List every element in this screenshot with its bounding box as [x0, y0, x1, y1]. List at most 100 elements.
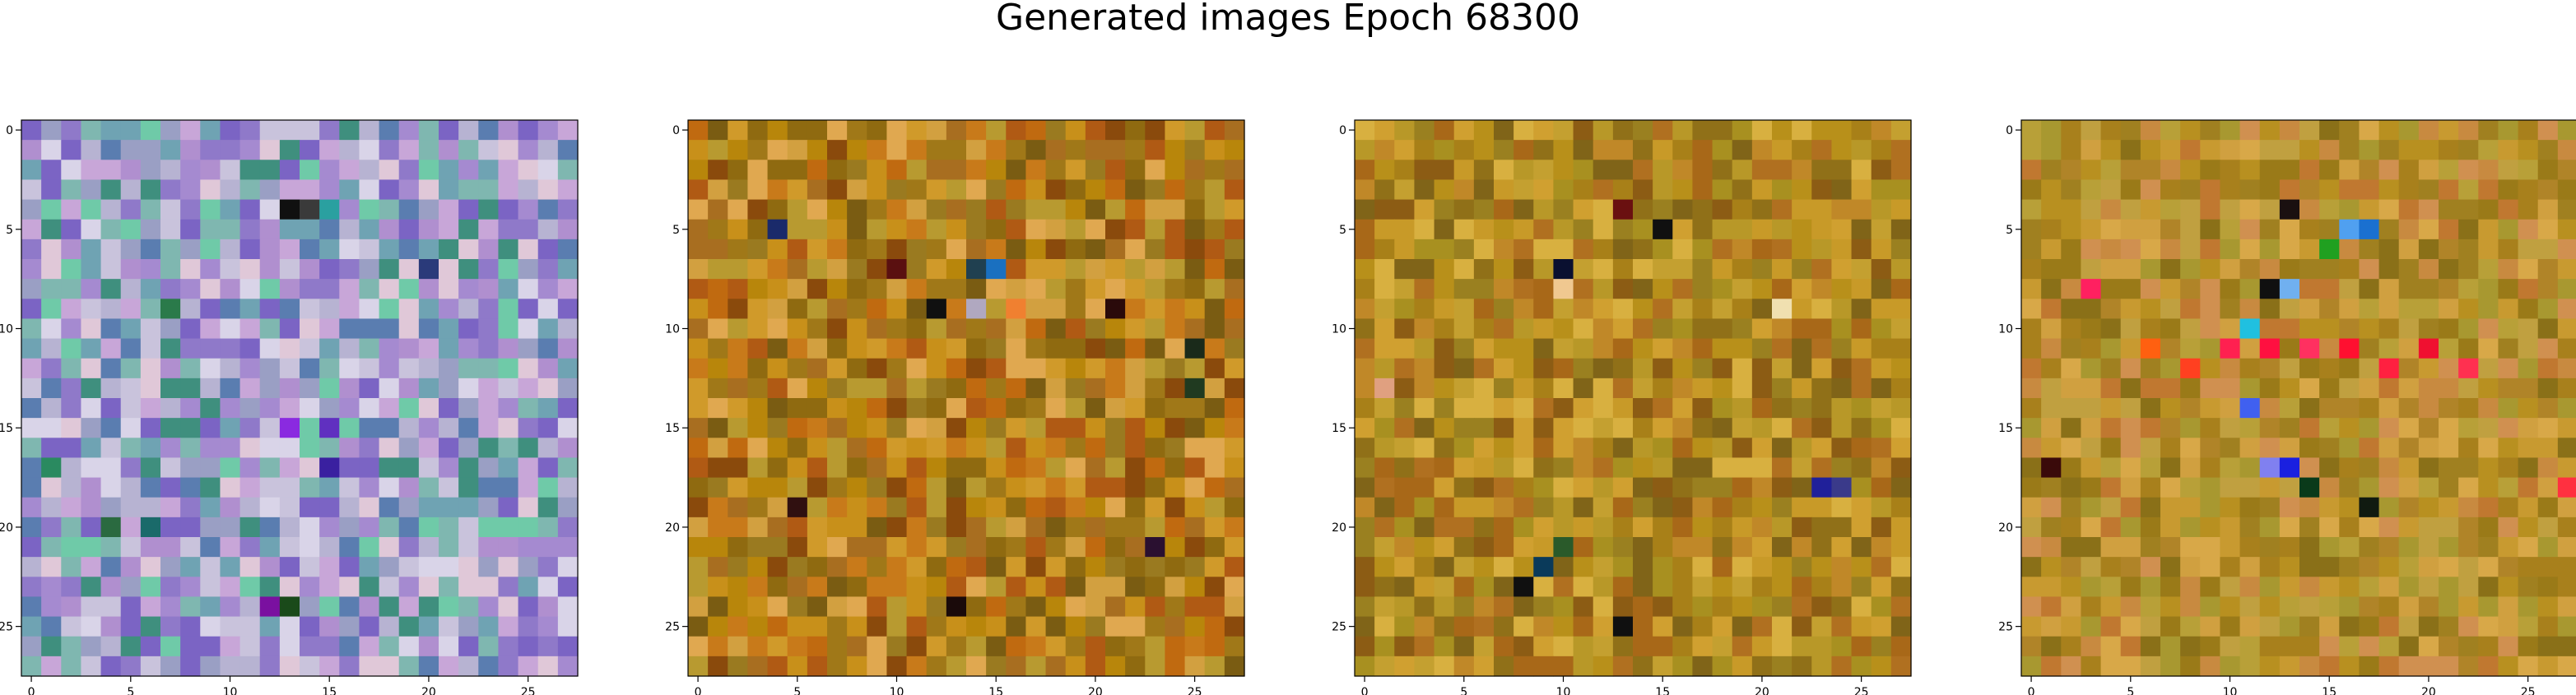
- pixel-cell: [1355, 338, 1375, 359]
- pixel-cell: [1851, 259, 1872, 280]
- pixel-cell: [2160, 537, 2181, 558]
- pixel-cell: [1473, 179, 1495, 201]
- pixel-cell: [1414, 279, 1435, 299]
- pixel-cell: [259, 596, 281, 618]
- pixel-cell: [259, 557, 281, 577]
- pixel-cell: [81, 418, 102, 438]
- pixel-cell: [1871, 358, 1892, 379]
- pixel-cell: [767, 279, 788, 299]
- pixel-cell: [2160, 616, 2181, 637]
- pixel-cell: [1772, 438, 1793, 459]
- pixel-cell: [906, 219, 928, 240]
- pixel-cell: [1065, 179, 1086, 201]
- pixel-cell: [1573, 537, 1594, 558]
- pixel-cell: [2378, 199, 2400, 220]
- pixel-cell: [1105, 418, 1126, 438]
- pixel-cell: [966, 577, 987, 598]
- pixel-cell: [140, 457, 161, 479]
- pixel-cell: [1533, 358, 1555, 379]
- pixel-cell: [458, 557, 479, 577]
- pixel-cell: [688, 517, 709, 538]
- pixel-cell: [2299, 318, 2320, 340]
- pixel-cell: [1025, 477, 1047, 498]
- pixel-cell: [2100, 140, 2122, 160]
- pixel-cell: [747, 378, 769, 399]
- pixel-cell: [688, 557, 709, 577]
- pixel-cell: [220, 199, 241, 220]
- pixel-cell: [886, 418, 908, 438]
- pixel-cell: [1434, 457, 1455, 479]
- pixel-cell: [2478, 398, 2499, 419]
- pixel-cell: [319, 318, 340, 340]
- pixel-cell: [81, 477, 102, 498]
- pixel-cell: [2339, 577, 2360, 598]
- pixel-cell: [21, 398, 42, 419]
- pixel-cell: [2041, 557, 2062, 577]
- pixel-cell: [1553, 219, 1574, 240]
- pixel-cell: [1751, 179, 1773, 201]
- pixel-cell: [728, 418, 749, 438]
- pixel-cell: [966, 338, 987, 359]
- pixel-cell: [339, 378, 360, 399]
- pixel-cell: [300, 338, 320, 359]
- pixel-cell: [966, 279, 987, 299]
- pixel-cell: [886, 199, 908, 220]
- pixel-cell: [986, 219, 1007, 240]
- pixel-cell: [279, 636, 300, 657]
- pixel-cell: [458, 338, 479, 359]
- pixel-cell: [2081, 318, 2102, 340]
- pixel-cell: [81, 199, 102, 220]
- pixel-cell: [827, 398, 848, 419]
- pixel-cell: [398, 219, 420, 240]
- pixel-cell: [906, 477, 928, 498]
- pixel-cell: [747, 338, 769, 359]
- pixel-cell: [986, 418, 1007, 438]
- pixel-cell: [2180, 358, 2201, 379]
- pixel-cell: [1672, 199, 1694, 220]
- pixel-cell: [1355, 120, 1375, 141]
- pixel-cell: [1204, 160, 1225, 181]
- pixel-cell: [966, 418, 987, 438]
- pixel-cell: [1612, 517, 1634, 538]
- pixel-cell: [220, 398, 241, 419]
- pixel-cell: [518, 656, 539, 677]
- pixel-cell: [319, 497, 340, 518]
- pixel-cell: [319, 537, 340, 558]
- pixel-cell: [1434, 279, 1455, 299]
- pixel-cell: [160, 318, 181, 340]
- pixel-cell: [1712, 517, 1733, 538]
- pixel-cell: [1453, 596, 1475, 618]
- pixel-cell: [61, 497, 82, 518]
- pixel-cell: [300, 279, 320, 299]
- pixel-cell: [2180, 438, 2201, 459]
- pixel-cell: [2299, 299, 2320, 320]
- pixel-cell: [1494, 259, 1514, 280]
- pixel-cell: [1533, 378, 1555, 399]
- pixel-cell: [120, 378, 142, 399]
- pixel-cell: [1165, 378, 1186, 399]
- pixel-cell: [2021, 239, 2042, 260]
- pixel-cell: [2319, 378, 2340, 399]
- pixel-cell: [518, 537, 539, 558]
- pixel-cell: [2100, 160, 2122, 181]
- y-tick-label: 15: [665, 422, 680, 435]
- pixel-cell: [1653, 616, 1673, 637]
- pixel-cell: [100, 179, 122, 201]
- pixel-cell: [1712, 457, 1733, 479]
- pixel-cell: [1434, 596, 1455, 618]
- pixel-cell: [1792, 497, 1812, 518]
- pixel-cell: [557, 457, 579, 479]
- pixel-cell: [537, 179, 559, 201]
- pixel-cell: [478, 279, 500, 299]
- pixel-cell: [180, 477, 201, 498]
- pixel-cell: [1831, 179, 1853, 201]
- pixel-cell: [2339, 636, 2360, 657]
- pixel-cell: [2299, 239, 2320, 260]
- pixel-cell: [1184, 120, 1206, 141]
- pixel-cell: [1593, 656, 1614, 677]
- pixel-cell: [708, 219, 728, 240]
- pixel-cell: [2041, 219, 2062, 240]
- pixel-cell: [2041, 358, 2062, 379]
- pixel-cell: [1045, 418, 1067, 438]
- pixel-cell: [1633, 179, 1653, 201]
